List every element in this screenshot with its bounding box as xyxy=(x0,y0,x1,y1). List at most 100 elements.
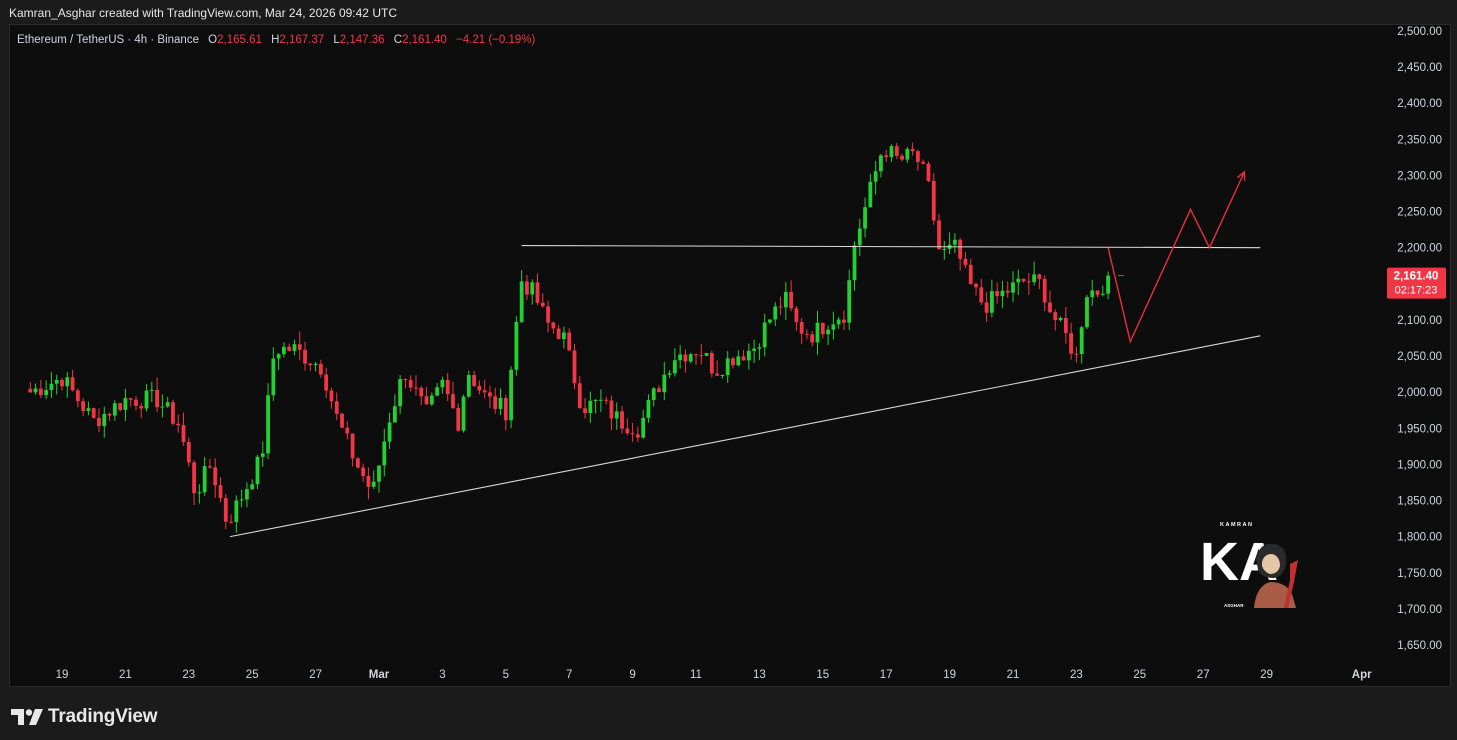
candle xyxy=(567,332,572,351)
candle xyxy=(577,383,582,409)
candle xyxy=(709,353,714,374)
candle xyxy=(625,428,630,434)
price-badge-value: 2,161.40 xyxy=(1394,271,1439,283)
close-label: C xyxy=(393,34,403,46)
attribution-bar: Kamran_Asghar created with TradingView.c… xyxy=(0,0,1457,24)
candle xyxy=(910,148,915,152)
price-tick-label: 1,850.00 xyxy=(1397,496,1442,508)
candle xyxy=(112,403,117,416)
resistance-trendline[interactable] xyxy=(521,244,1261,249)
candle xyxy=(995,291,1000,297)
candle xyxy=(1016,278,1021,283)
candle xyxy=(741,356,746,361)
time-tick-label: 11 xyxy=(690,669,702,681)
candle xyxy=(989,291,994,313)
candle xyxy=(250,484,255,490)
candle xyxy=(1053,312,1058,321)
candle xyxy=(355,458,360,468)
candle xyxy=(530,282,535,295)
candle xyxy=(197,492,202,494)
candle xyxy=(493,396,498,409)
candle xyxy=(952,239,957,245)
candle xyxy=(921,161,926,164)
candle xyxy=(297,344,302,350)
candle xyxy=(424,396,429,405)
candle xyxy=(525,281,529,295)
open-value: 2,165.61 xyxy=(217,34,262,46)
time-tick-label: 27 xyxy=(1197,669,1210,681)
candle xyxy=(266,395,270,454)
price-tick-label: 1,700.00 xyxy=(1397,604,1442,616)
candle xyxy=(387,422,392,442)
candle xyxy=(805,333,809,335)
time-tick-label: 27 xyxy=(309,669,322,681)
candle xyxy=(746,350,751,361)
close-value: 2,161.40 xyxy=(402,34,447,46)
candle xyxy=(303,349,307,364)
price-tick-label: 1,750.00 xyxy=(1397,568,1442,580)
candle xyxy=(731,358,735,366)
time-tick-label: 23 xyxy=(182,669,195,681)
candle xyxy=(562,332,566,340)
candle xyxy=(857,228,862,246)
candle xyxy=(128,398,133,400)
candle xyxy=(720,374,725,376)
time-tick-label: 15 xyxy=(816,669,829,681)
candle xyxy=(435,387,440,396)
chart-area[interactable] xyxy=(9,24,1451,687)
support-trendline[interactable] xyxy=(229,335,1261,538)
price-tick-label: 1,900.00 xyxy=(1397,459,1442,471)
candle xyxy=(461,396,466,431)
candle xyxy=(477,385,482,391)
time-tick-label: 23 xyxy=(1070,669,1083,681)
candle xyxy=(171,402,175,424)
price-tick-label: 2,050.00 xyxy=(1397,351,1442,363)
candle xyxy=(213,467,218,486)
tradingview-logo[interactable]: TradingView xyxy=(11,705,158,729)
candle xyxy=(937,220,941,249)
candle xyxy=(1085,297,1089,328)
price-tick-label: 2,100.00 xyxy=(1397,315,1442,327)
time-tick-label: 17 xyxy=(880,669,893,681)
footer-bar xyxy=(0,696,1457,740)
candle xyxy=(894,146,899,156)
projection-path[interactable] xyxy=(1107,171,1246,344)
candle xyxy=(419,387,424,397)
time-tick-label: 21 xyxy=(1007,669,1020,681)
candle xyxy=(1095,290,1100,295)
candle xyxy=(1037,274,1042,279)
candle xyxy=(826,329,830,335)
candle xyxy=(783,291,788,308)
attribution-text: Kamran_Asghar created with TradingView.c… xyxy=(9,6,397,20)
price-tick-label: 2,250.00 xyxy=(1397,207,1442,219)
candle xyxy=(218,485,223,499)
time-axis: 19 21 23 25 27 Mar 3 5 7 9 11 13 15 17 19 21 23 25 27 29 Apr xyxy=(56,669,1373,681)
candle xyxy=(160,406,165,408)
candle xyxy=(688,354,693,362)
candle xyxy=(192,462,196,494)
candle xyxy=(604,399,609,401)
candle xyxy=(847,280,852,323)
change-value: −4.21 (−0.19%) xyxy=(456,34,536,46)
candle xyxy=(81,401,86,411)
candle xyxy=(620,411,624,429)
candle xyxy=(440,379,445,388)
drawing-annotations xyxy=(229,170,1261,538)
time-tick-label: Mar xyxy=(369,669,390,681)
candle xyxy=(149,389,154,391)
candle xyxy=(926,163,931,181)
candle xyxy=(968,264,973,284)
candle xyxy=(704,353,709,356)
candle xyxy=(1106,275,1110,294)
candle xyxy=(974,283,978,288)
low-label: L xyxy=(333,34,340,46)
candle xyxy=(768,319,772,323)
candle xyxy=(789,291,793,309)
candle xyxy=(815,322,820,343)
time-tick-label: 13 xyxy=(753,669,766,681)
candle xyxy=(1011,282,1015,293)
price-tick-label: 2,400.00 xyxy=(1397,98,1442,110)
candle xyxy=(28,388,33,393)
candle xyxy=(49,383,54,391)
